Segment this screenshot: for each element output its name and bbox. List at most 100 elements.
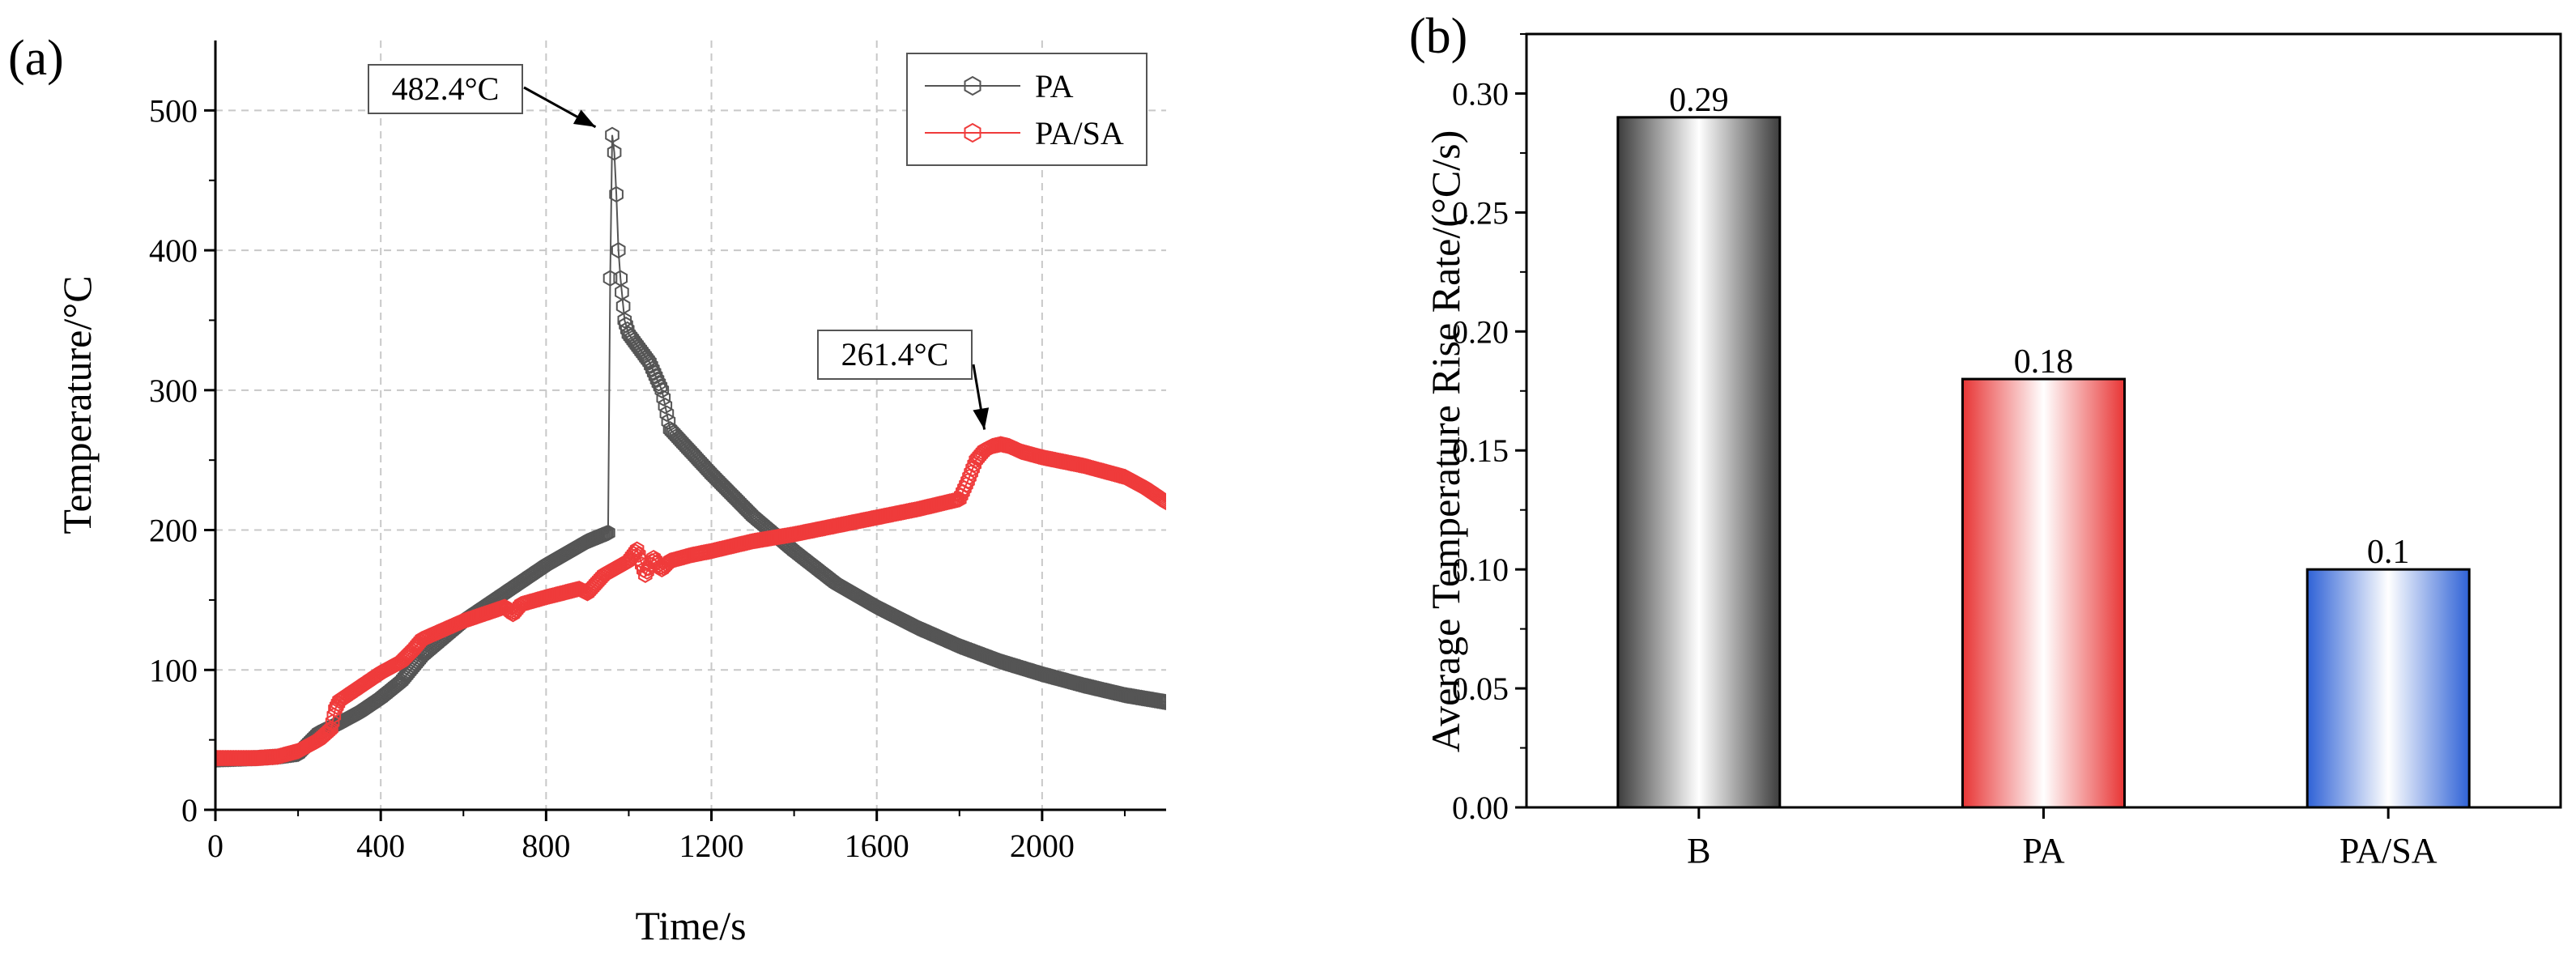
data-point — [1149, 487, 1164, 505]
legend-box — [906, 53, 1147, 166]
arrow-head — [573, 109, 596, 127]
data-point — [721, 483, 735, 500]
arrow-head — [973, 407, 990, 430]
data-point — [637, 347, 652, 364]
data-point — [651, 375, 666, 392]
data-point — [653, 378, 668, 395]
y-tick-label-b: 0.05 — [1452, 671, 1509, 707]
bar-group-pa: 0.18 — [1961, 343, 2126, 809]
bars-b: 0.29 0.18 0.1 — [1616, 82, 2471, 809]
data-point — [1154, 490, 1166, 508]
data-point — [572, 580, 586, 598]
x-tick-label-a: 2000 — [1010, 828, 1075, 864]
data-point — [716, 477, 730, 495]
legend-label: PA — [1035, 68, 1074, 104]
panel-label-b: (b) — [1409, 9, 1467, 64]
data-point — [702, 464, 717, 481]
data-point — [615, 283, 629, 301]
data-point — [707, 469, 722, 486]
x-category-label: PA/SA — [2340, 831, 2438, 871]
data-point — [719, 480, 734, 498]
x-tick-label-a: 0 — [207, 828, 224, 864]
data-point — [712, 474, 727, 491]
data-point — [601, 524, 615, 542]
data-point — [786, 543, 802, 560]
data-point — [611, 241, 626, 259]
data-point — [573, 581, 588, 598]
data-point — [705, 467, 721, 484]
data-point — [788, 543, 803, 561]
data-point — [699, 460, 714, 477]
data-point — [734, 496, 749, 513]
data-point — [709, 470, 724, 488]
data-point — [710, 472, 726, 489]
axes-b — [1515, 32, 2562, 819]
data-point — [1159, 493, 1166, 511]
legend-a: PA PA/SA — [906, 53, 1147, 166]
annotation-text: 482.4°C — [392, 70, 500, 107]
data-point — [1159, 693, 1166, 711]
panel-label-a: (a) — [8, 31, 64, 86]
annotation-1: 261.4°C — [817, 330, 990, 430]
y-tick-label-b: 0.25 — [1452, 194, 1509, 231]
data-point — [697, 458, 713, 475]
data-point — [808, 559, 823, 577]
data-point — [602, 270, 618, 287]
chart-panel-a: (a) 0 400 800 1200 1600 20000100200300400500 … — [8, 31, 1166, 948]
x-tick-label-a: 1200 — [679, 828, 744, 864]
x-category-label: B — [1687, 831, 1710, 871]
data-point — [1157, 693, 1166, 710]
data-point — [1152, 489, 1166, 506]
data-point — [816, 565, 832, 583]
data-point — [790, 545, 805, 562]
data-point — [724, 486, 739, 503]
series-pa-sa — [215, 436, 1166, 767]
y-tick-label-b: 0.20 — [1452, 313, 1509, 350]
data-point — [628, 543, 643, 560]
x-tick-label-a: 400 — [356, 828, 405, 864]
bar-value-label: 0.29 — [1669, 82, 1729, 119]
y-tick-label-b: 0.10 — [1452, 551, 1509, 588]
data-point — [700, 462, 716, 479]
series-markers — [215, 436, 1166, 767]
x-tick-label-a: 1600 — [845, 828, 909, 864]
data-point — [803, 556, 818, 573]
x-tick-label-a: 800 — [522, 828, 570, 864]
data-point — [605, 126, 620, 143]
legend-marker — [964, 75, 981, 96]
data-point — [1149, 692, 1164, 709]
data-point — [791, 547, 807, 564]
data-point — [965, 460, 980, 477]
annotation-0: 482.4°C — [368, 64, 597, 129]
data-point — [729, 491, 743, 508]
data-point — [727, 489, 742, 506]
legend-item-pa-sa: PA/SA — [925, 115, 1124, 151]
y-tick-label-a: 300 — [149, 373, 198, 409]
data-point — [1147, 692, 1162, 709]
data-point — [811, 562, 826, 579]
data-point — [714, 475, 729, 493]
data-point — [813, 563, 828, 581]
y-tick-label-b: 0.00 — [1452, 790, 1509, 826]
data-point — [735, 497, 751, 514]
legend-marker — [964, 122, 981, 143]
data-point — [613, 270, 628, 287]
data-point — [636, 345, 650, 362]
data-point — [807, 558, 821, 575]
data-point — [795, 549, 810, 566]
data-point — [1156, 492, 1166, 509]
data-point — [615, 298, 631, 315]
data-point — [802, 554, 816, 571]
legend-item-pa: PA — [925, 68, 1074, 104]
data-point — [638, 566, 653, 583]
data-point — [640, 563, 654, 580]
annotation-box — [817, 330, 973, 380]
data-point — [815, 564, 830, 581]
y-tick-label-a: 400 — [149, 232, 198, 269]
bar-group-pa-sa: 0.1 — [2306, 534, 2471, 809]
data-point — [810, 560, 824, 577]
data-point — [1157, 492, 1166, 509]
data-point — [722, 484, 737, 501]
bar-group-b: 0.29 — [1616, 82, 1782, 809]
bar — [1961, 377, 2126, 809]
